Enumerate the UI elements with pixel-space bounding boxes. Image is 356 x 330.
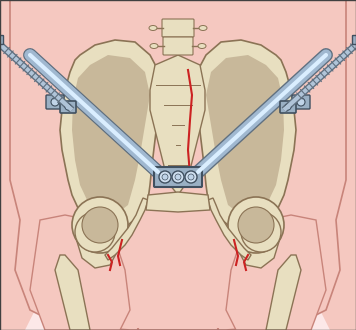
Circle shape	[241, 212, 281, 252]
FancyBboxPatch shape	[280, 101, 296, 113]
Circle shape	[175, 174, 181, 180]
FancyBboxPatch shape	[352, 36, 356, 45]
Ellipse shape	[199, 25, 207, 30]
Circle shape	[172, 171, 184, 183]
Circle shape	[82, 207, 118, 243]
Ellipse shape	[149, 25, 157, 30]
Circle shape	[75, 212, 115, 252]
Circle shape	[228, 197, 284, 253]
Circle shape	[162, 174, 168, 180]
Polygon shape	[238, 230, 281, 268]
FancyBboxPatch shape	[46, 95, 64, 109]
Polygon shape	[146, 192, 210, 212]
Circle shape	[188, 174, 194, 180]
FancyBboxPatch shape	[163, 37, 193, 55]
FancyBboxPatch shape	[0, 36, 4, 45]
Polygon shape	[55, 255, 90, 330]
Polygon shape	[10, 0, 346, 330]
Ellipse shape	[150, 44, 158, 49]
Polygon shape	[206, 55, 284, 215]
Circle shape	[238, 207, 274, 243]
Circle shape	[51, 98, 59, 106]
Polygon shape	[60, 40, 160, 230]
Circle shape	[285, 104, 291, 110]
Circle shape	[65, 104, 71, 110]
Polygon shape	[226, 215, 326, 330]
Ellipse shape	[198, 44, 206, 49]
Circle shape	[185, 171, 197, 183]
Polygon shape	[266, 255, 301, 330]
FancyBboxPatch shape	[292, 95, 310, 109]
Polygon shape	[75, 230, 118, 268]
Polygon shape	[72, 55, 150, 215]
Circle shape	[297, 98, 305, 106]
FancyBboxPatch shape	[162, 19, 194, 37]
FancyBboxPatch shape	[60, 101, 76, 113]
Polygon shape	[30, 215, 130, 330]
Polygon shape	[150, 55, 205, 195]
Circle shape	[72, 197, 128, 253]
Polygon shape	[105, 198, 148, 260]
Polygon shape	[196, 40, 296, 230]
FancyBboxPatch shape	[154, 167, 202, 187]
Polygon shape	[208, 198, 251, 260]
Circle shape	[159, 171, 171, 183]
